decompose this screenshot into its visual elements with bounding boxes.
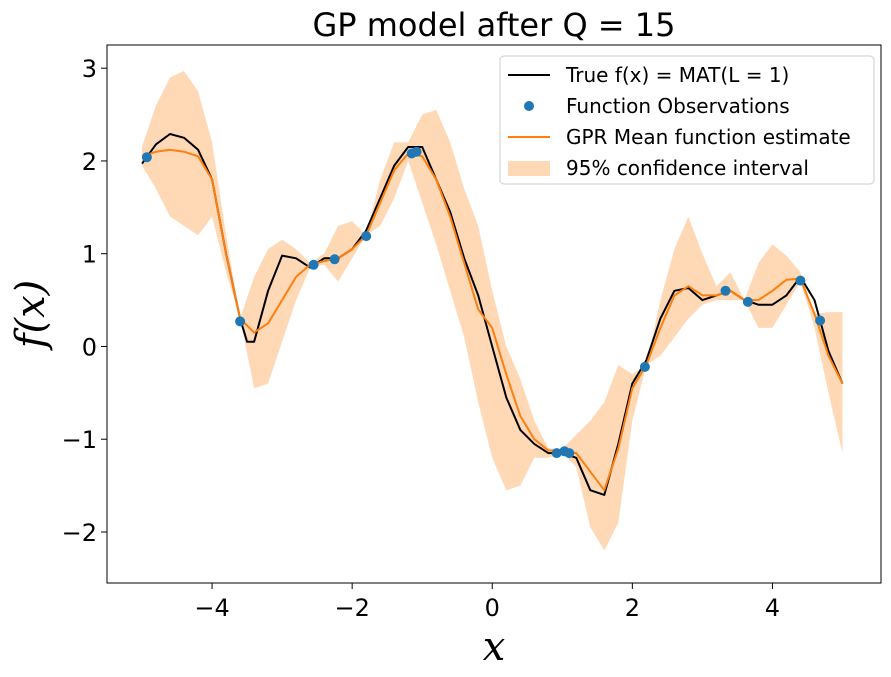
observation-point [639,361,650,372]
axis-ticks-layer: −4 −2 0 2 4 −2 −1 0 1 2 3 [62,55,780,622]
y-tick-label: 2 [82,148,97,176]
x-axis-label: x [483,624,506,670]
legend-label: 95% confidence interval [566,156,809,180]
legend-label: Function Observations [566,94,790,118]
observation-point [329,254,340,265]
x-tick-label: 2 [625,594,640,622]
x-tick-label: 0 [485,594,500,622]
legend-label: GPR Mean function estimate [566,125,851,149]
x-tick-label: −2 [334,594,369,622]
y-tick-label: 0 [82,333,97,361]
observation-point [720,285,731,296]
observation-point [551,448,562,459]
observation-point [411,146,422,157]
observation-markers-layer [141,146,826,459]
x-tick-label: −4 [194,594,229,622]
confidence-band-layer [142,71,843,551]
observation-point [795,275,806,286]
observation-point [235,316,246,327]
observation-point [564,448,575,459]
observation-point [308,259,319,270]
x-tick-label: 4 [765,594,780,622]
confidence-band [142,71,843,551]
chart-title: GP model after Q = 15 [312,6,675,44]
legend: True f(x) = MAT(L = 1) Function Observati… [499,55,875,185]
legend-patch-swatch [508,161,550,176]
legend-marker-swatch [524,101,534,111]
observation-point [815,315,826,326]
y-axis-label: f(x) [8,280,54,352]
observation-point [141,152,152,163]
legend-box [499,55,875,185]
y-tick-label: 1 [82,241,97,269]
legend-label: True f(x) = MAT(L = 1) [565,63,789,87]
y-tick-label: −2 [62,519,97,547]
y-tick-label: 3 [82,55,97,83]
y-tick-label: −1 [62,426,97,454]
observation-point [742,296,753,307]
observation-point [361,231,372,242]
plot-frame [106,44,882,584]
